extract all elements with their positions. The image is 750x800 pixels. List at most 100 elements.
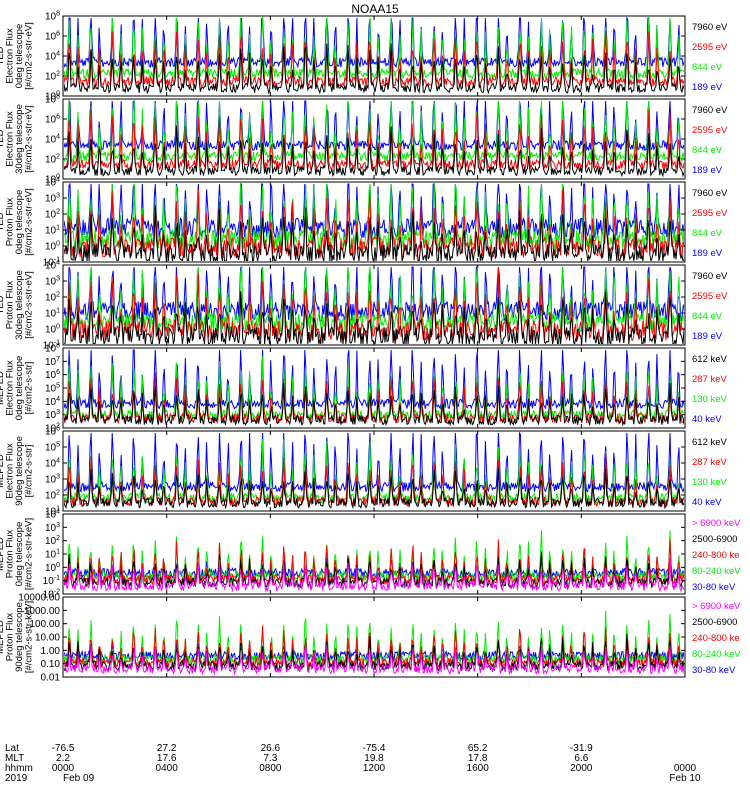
mlt-value: 2.2 [56, 753, 70, 764]
legend-entry: 612 keV [692, 354, 728, 365]
traces [64, 100, 684, 178]
legend-entry: 240-800 ke [692, 550, 740, 561]
y-axis-label: TEDElectron Flux30deg telescope[#/cm2-s-… [0, 104, 34, 174]
legend-entry: 612 keV [692, 437, 728, 448]
y-axis-label: TEDProton Flux30deg telescope[#/cm2-s-st… [0, 270, 34, 340]
legend-entry: 2595 eV [692, 291, 728, 302]
y-axis-label: MEPEDElectron Flux0deg telescope[#/cm2-s… [0, 356, 34, 420]
series-trace [64, 349, 684, 411]
hhmm-value: 1200 [363, 763, 386, 774]
y-axis-label-line: MEPED [0, 371, 6, 405]
y-axis-label-line: 90deg telescope [14, 436, 25, 506]
lat-value: 65.2 [468, 743, 488, 754]
y-axis-label-line: [#/cm2-s-str-keV] [23, 601, 34, 673]
y-tick-label: 1.00 [41, 646, 61, 657]
y-axis-label-line: [#/cm2-s-str-keV] [23, 518, 34, 590]
series-trace [64, 17, 684, 81]
legend-entry: 30-80 keV [692, 582, 736, 593]
legend-entry: 2500-6900 [692, 617, 737, 628]
traces [64, 183, 684, 261]
y-axis-label-line: Electron Flux [4, 360, 15, 416]
lat-value: 26.6 [261, 743, 281, 754]
series-trace [64, 557, 684, 580]
series-trace [64, 432, 684, 493]
legend-entry: 80-240 keV [692, 566, 741, 577]
y-axis-label: MEPEDProton Flux0deg telescope[#/cm2-s-s… [0, 518, 34, 590]
hhmm-value: 0000 [674, 763, 697, 774]
y-axis-label-line: TED [0, 129, 6, 148]
traces [64, 610, 684, 676]
legend-entry: 189 eV [692, 248, 723, 259]
legend-entry: 287 keV [692, 374, 728, 385]
traces [64, 530, 684, 593]
hhmm-value: 1600 [467, 763, 490, 774]
series-trace [64, 205, 684, 261]
y-axis-label-line: MEPED [0, 454, 6, 488]
y-axis-label-line: [#/cm2-s-str] [23, 445, 34, 498]
y-tick-label: 0.10 [41, 659, 61, 670]
legend-entry: > 6900 keV [692, 601, 741, 612]
hhmm-value: 2000 [570, 763, 593, 774]
chart-title: NOAA15 [351, 2, 399, 16]
y-axis-label-line: Proton Flux [4, 529, 15, 578]
legend-entry: 7960 eV [692, 105, 728, 116]
y-axis-label-line: 90deg telescope [14, 602, 25, 672]
y-tick-label: 10.00 [35, 633, 60, 644]
y-axis-label-line: MEPED [0, 537, 6, 571]
panel-8: 0.010.101.0010.00100.001000.0010000.00ME… [0, 593, 741, 684]
y-axis-label-line: Proton Flux [4, 612, 15, 661]
legend-entry: 189 eV [692, 82, 723, 93]
y-axis-label: TEDElectron Flux0deg telescope[#/cm2-s-s… [0, 22, 34, 90]
legend-entry: 189 eV [692, 331, 723, 342]
y-axis-label-line: Proton Flux [4, 280, 15, 329]
x-row-label: hhmm [5, 763, 33, 774]
y-axis-label-line: 0deg telescope [14, 522, 25, 586]
y-axis-label-line: MEPED [0, 620, 6, 654]
y-axis-label-line: TED [0, 212, 6, 231]
series-trace [64, 468, 684, 510]
legend-entry: 2595 eV [692, 125, 728, 136]
series-trace [64, 100, 684, 152]
y-tick-label: 10000.00 [18, 593, 60, 604]
legend-entry: 2500-6900 [692, 534, 737, 545]
legend-entry: 7960 eV [692, 188, 728, 199]
y-tick-label: 1000.00 [24, 606, 61, 617]
y-axis-label-line: 0deg telescope [14, 356, 25, 420]
y-axis-label-line: [#/cm2-s-str-eV] [23, 22, 34, 90]
legend-entry: 844 eV [692, 145, 723, 156]
y-axis-label: MEPEDElectron Flux90deg telescope[#/cm2-… [0, 436, 34, 506]
y-axis-label-line: Electron Flux [4, 28, 15, 84]
mlt-value: 17.6 [157, 753, 177, 764]
series-trace [64, 558, 684, 593]
series-trace [64, 291, 684, 344]
y-tick-label: 100.00 [29, 619, 60, 630]
x-row-label: 2019 [5, 773, 28, 784]
legend-entry: 30-80 keV [692, 665, 736, 676]
series-trace [64, 17, 684, 69]
x-row-label: Lat [5, 743, 19, 754]
y-axis-label-line: [#/cm2-s-str] [23, 362, 34, 415]
traces [64, 349, 684, 427]
mlt-value: 7.3 [263, 753, 277, 764]
lat-value: -75.4 [363, 743, 386, 754]
legend-entry: 130 keV [692, 477, 728, 488]
series-trace [64, 183, 684, 240]
series-trace [64, 43, 684, 95]
date-end: Feb 10 [669, 773, 701, 784]
legend-entry: 287 keV [692, 457, 728, 468]
date-start: Feb 09 [63, 773, 95, 784]
hhmm-value: 0400 [156, 763, 179, 774]
y-axis-label-line: 30deg telescope [14, 104, 25, 174]
series-trace [64, 266, 684, 343]
legend-entry: 240-800 ke [692, 633, 740, 644]
y-axis-label: TEDProton Flux0deg telescope[#/cm2-s-str… [0, 188, 34, 256]
legend-entry: 7960 eV [692, 22, 728, 33]
traces [64, 17, 684, 95]
lat-value: -31.9 [570, 743, 593, 754]
